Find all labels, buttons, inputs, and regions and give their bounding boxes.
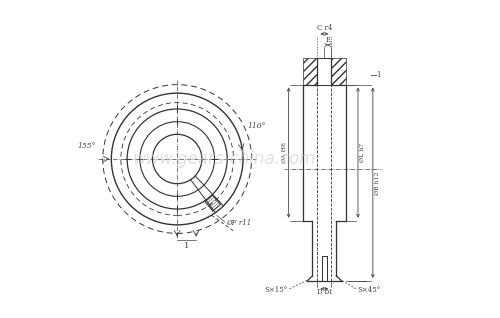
- Text: ØL h7: ØL h7: [360, 143, 365, 162]
- Text: www.gears-china.com: www.gears-china.com: [133, 150, 316, 168]
- Text: ØB h12: ØB h12: [374, 171, 380, 195]
- Text: ØA H8: ØA H8: [282, 142, 286, 163]
- Text: 155°: 155°: [78, 142, 96, 150]
- Text: 1: 1: [184, 242, 190, 250]
- Text: ØF r11: ØF r11: [226, 219, 252, 227]
- Text: 110°: 110°: [248, 122, 266, 130]
- Text: S×45°: S×45°: [358, 286, 381, 294]
- Text: C r4: C r4: [316, 24, 332, 32]
- Text: E: E: [326, 36, 330, 44]
- Text: S×15°: S×15°: [264, 286, 288, 294]
- Text: 1: 1: [376, 71, 381, 79]
- Text: D bt: D bt: [317, 287, 332, 295]
